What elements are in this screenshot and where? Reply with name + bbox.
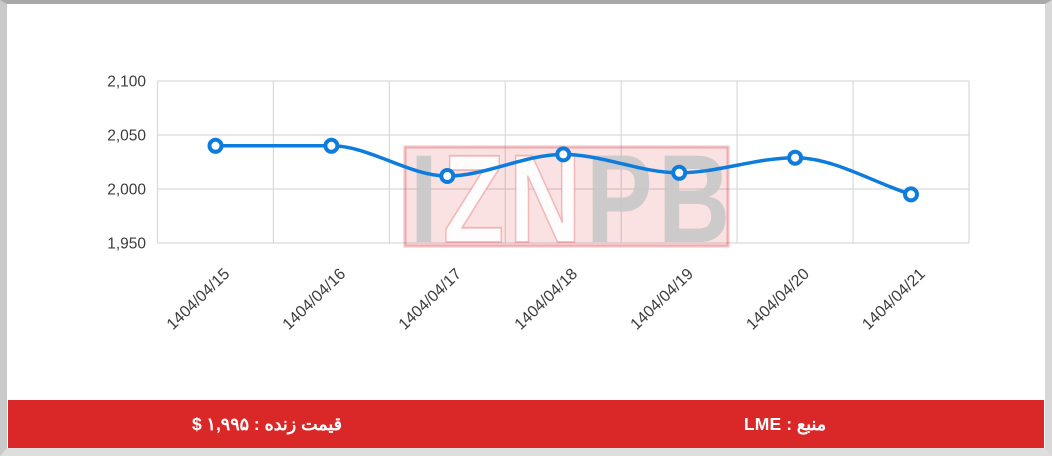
data-points	[207, 137, 919, 203]
x-tick-label: 1404/04/15	[164, 266, 233, 334]
price-line-chart: 2,100 2,050 2,000 1,950 I Z N P B 1404/04/15 1404/…	[7, 4, 1045, 396]
data-point-marker[interactable]	[787, 149, 804, 166]
y-tick-label: 2,000	[107, 182, 146, 199]
data-point-marker[interactable]	[555, 146, 572, 163]
x-tick-label: 1404/04/17	[396, 266, 465, 334]
data-point-marker[interactable]	[323, 137, 340, 154]
y-tick-label: 2,050	[107, 128, 146, 145]
source-label: منبع : LME	[743, 413, 827, 434]
data-point-marker[interactable]	[439, 168, 456, 184]
x-tick-label: 1404/04/16	[280, 266, 349, 334]
watermark-box	[403, 145, 730, 248]
x-tick-label: 1404/04/21	[859, 266, 928, 334]
y-axis-labels: 2,100 2,050 2,000 1,950	[107, 74, 146, 253]
watermark-letter: B	[658, 129, 730, 268]
watermark-letter: Z	[443, 129, 504, 268]
y-tick-label: 2,100	[107, 74, 146, 91]
watermark-letter: P	[586, 129, 653, 268]
live-price-label: قیمت زنده : ۱,۹۹۵ $	[191, 413, 343, 434]
watermark-letter: I	[410, 129, 438, 268]
x-tick-label: 1404/04/19	[628, 266, 697, 334]
y-tick-label: 1,950	[107, 236, 146, 253]
x-axis-labels: 1404/04/15 1404/04/16 1404/04/17 1404/04/18…	[164, 266, 929, 334]
data-point-marker[interactable]	[207, 137, 224, 154]
x-tick-label: 1404/04/20	[743, 266, 812, 334]
watermark-letter: N	[509, 129, 581, 268]
grid	[156, 80, 970, 244]
footer-bar: قیمت زنده : ۱,۹۹۵ $ منبع : LME	[8, 400, 1044, 448]
x-tick-label: 1404/04/18	[512, 266, 581, 334]
data-point-marker[interactable]	[903, 186, 919, 203]
data-point-marker[interactable]	[671, 164, 688, 181]
